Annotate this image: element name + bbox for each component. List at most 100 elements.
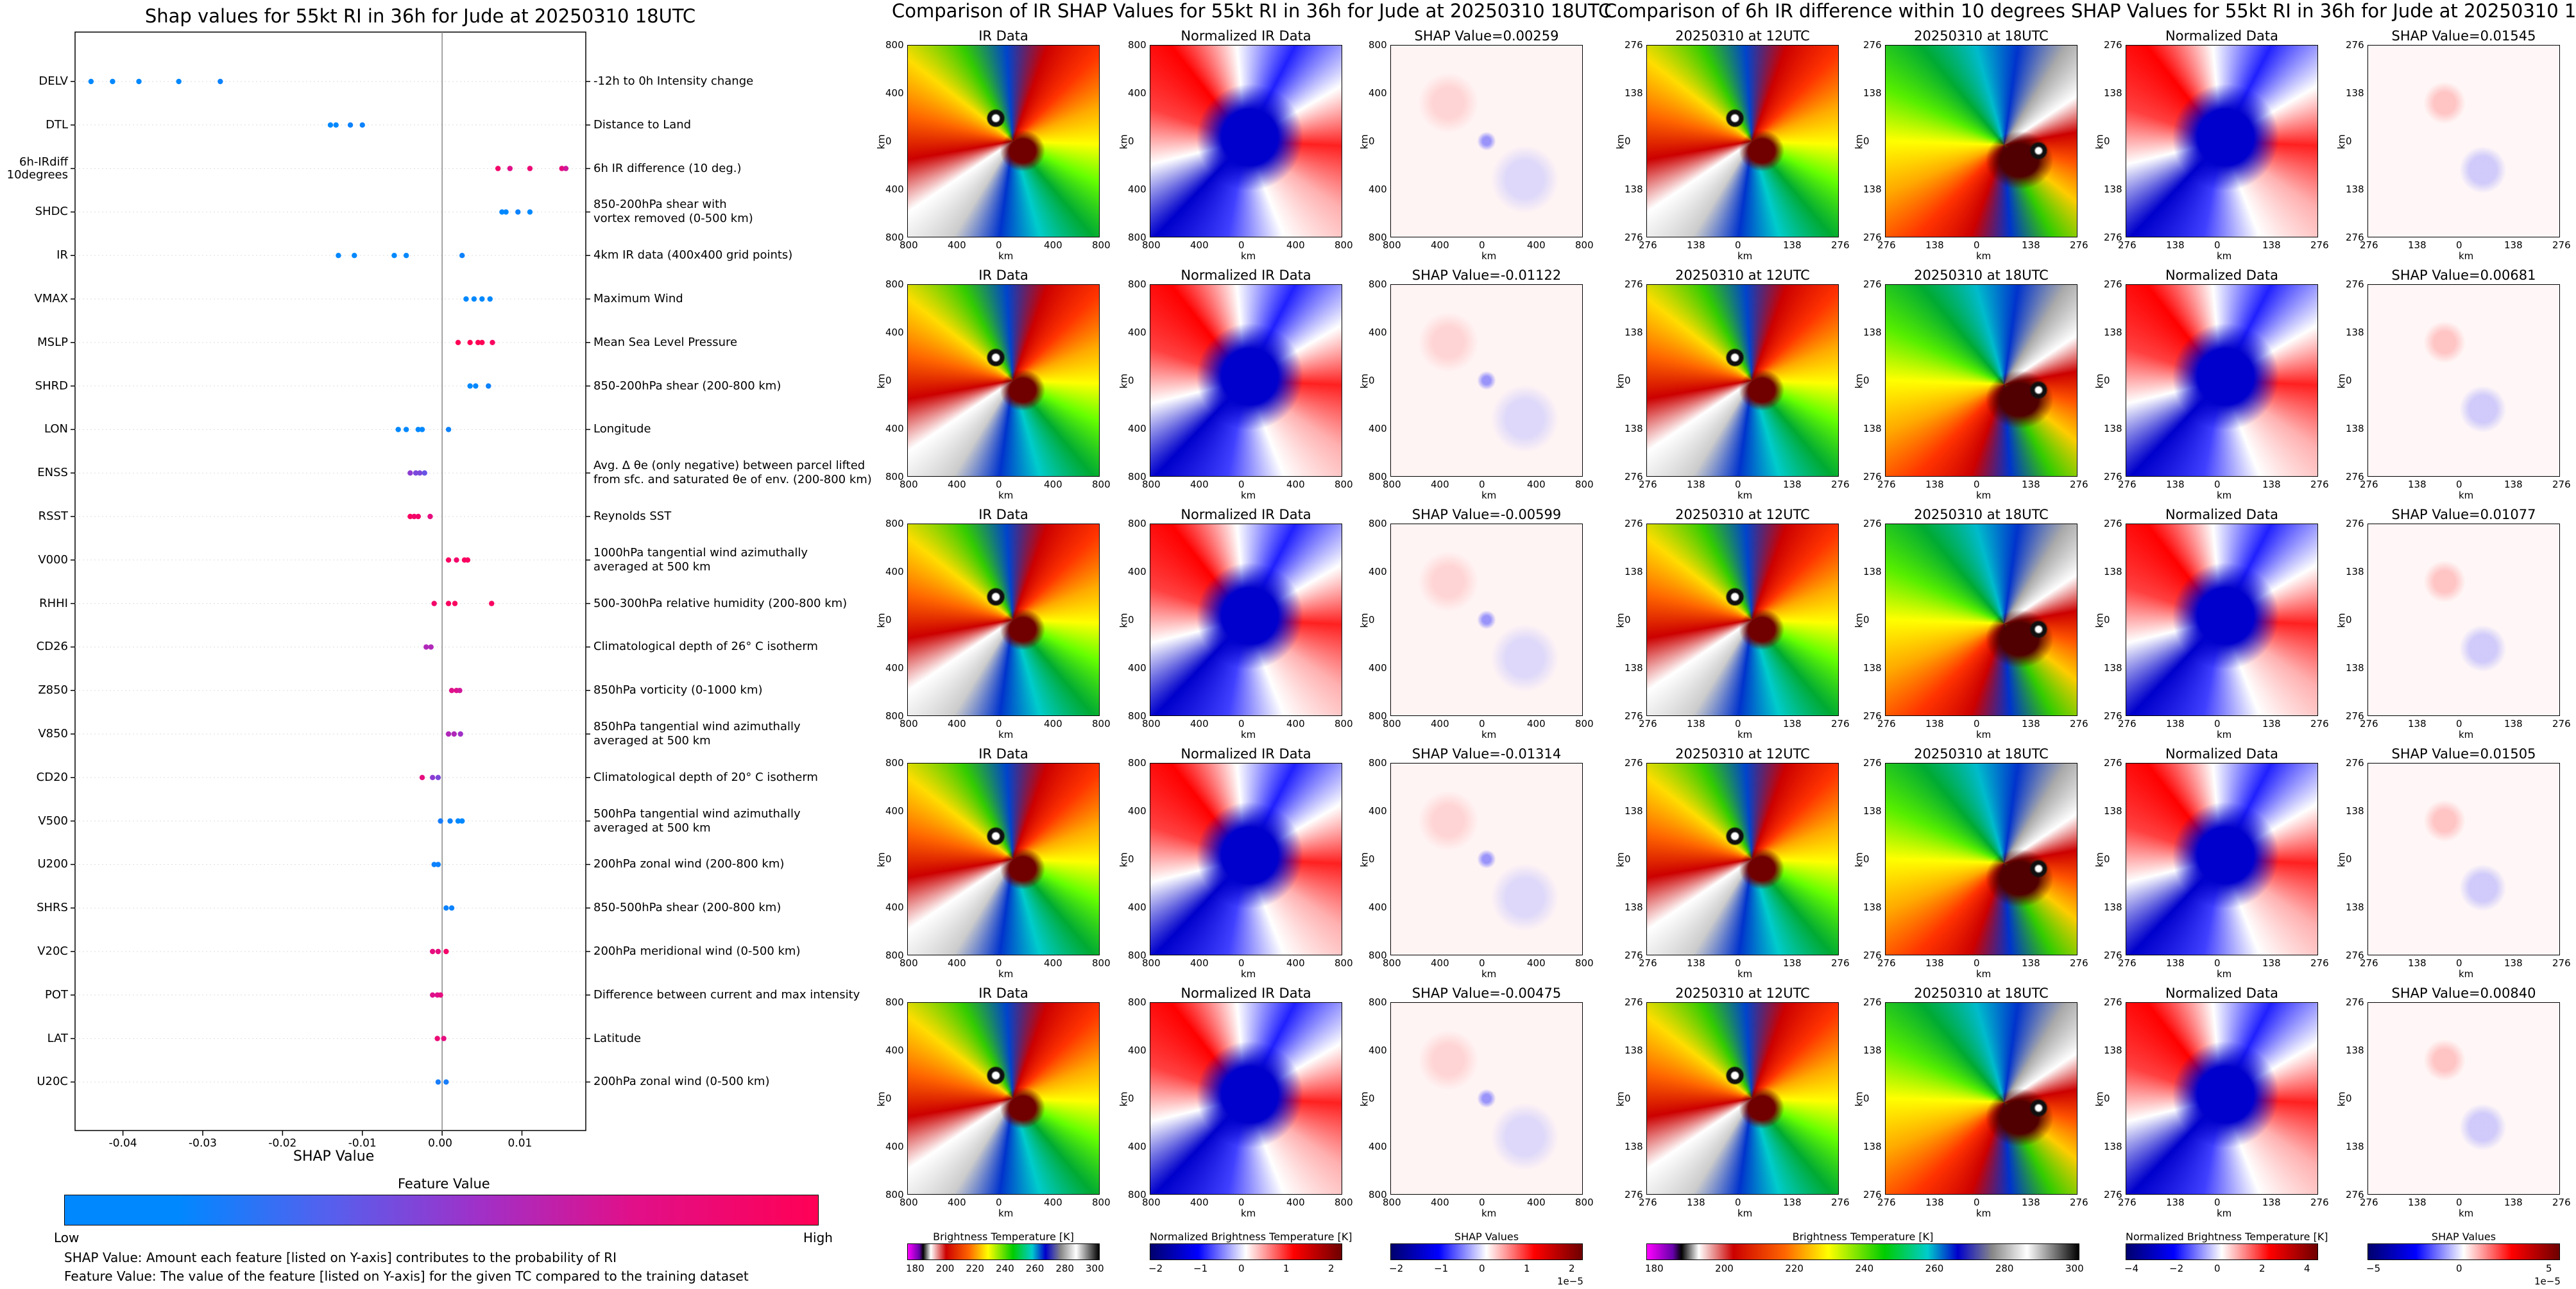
x-tick-label: -0.03 xyxy=(189,1137,217,1150)
y-tick-label: 276 xyxy=(1863,518,1882,529)
x-tick-label: 276 xyxy=(2310,957,2329,969)
x-tick-label: 400 xyxy=(1190,239,1209,251)
x-axis-label: km xyxy=(2217,490,2232,501)
x-tick-label: 400 xyxy=(1190,1197,1209,1208)
y-tick-label: 400 xyxy=(885,1141,904,1152)
feature-code: DTL xyxy=(46,117,68,132)
x-tick-label: 400 xyxy=(1044,718,1062,730)
feature-code: DELV xyxy=(38,74,68,88)
x-tick-label: 276 xyxy=(2552,479,2571,490)
y-tick-label: 276 xyxy=(2104,471,2122,482)
y-tick-label: 276 xyxy=(1863,710,1882,722)
y-tick-label: 0 xyxy=(1863,135,1870,147)
shap-diff-panel xyxy=(2367,763,2560,955)
y-tick-label: 138 xyxy=(1625,87,1643,99)
x-tick-label: 138 xyxy=(2408,1197,2427,1208)
x-tick-label: 276 xyxy=(2070,1197,2088,1208)
y-tick-label: 400 xyxy=(885,901,904,913)
colorbar-tick-label: 280 xyxy=(1055,1263,1074,1274)
colorbar-label: Normalized Brightness Temperature [K] xyxy=(1150,1231,1352,1243)
footnote-feature-value: Feature Value: The value of the feature … xyxy=(64,1268,749,1284)
y-tick-label: 800 xyxy=(1128,757,1147,769)
colorbar xyxy=(2367,1243,2560,1260)
x-tick-label: 800 xyxy=(1092,718,1111,730)
shap-value-title: SHAP Value=0.00840 xyxy=(2391,986,2536,1001)
y-tick-label: 276 xyxy=(1863,996,1882,1008)
y-tick-label: 0 xyxy=(1625,1093,1631,1104)
x-tick-label: 400 xyxy=(1431,718,1449,730)
right-title: Comparison of 6h IR difference within 10… xyxy=(1604,0,2576,22)
shap-point xyxy=(479,339,485,345)
feature-description: 200hPa zonal wind (200-800 km) xyxy=(593,857,785,871)
x-tick-label: 276 xyxy=(1639,239,1657,251)
colorbar-tick-label: 2 xyxy=(1569,1263,1575,1274)
colorbar-exponent: 1e−5 xyxy=(2534,1276,2561,1287)
y-tick-label: 400 xyxy=(1128,184,1147,195)
shap-point xyxy=(455,818,461,824)
y-tick-label: 138 xyxy=(2346,423,2364,434)
y-tick-label: 800 xyxy=(1128,950,1147,961)
y-tick-label: 138 xyxy=(1863,566,1882,577)
x-tick-label: 800 xyxy=(1335,718,1353,730)
panel-title: IR Data xyxy=(978,28,1028,44)
panel-title: 20250310 at 12UTC xyxy=(1675,268,1810,283)
x-tick-label: 276 xyxy=(1831,239,1850,251)
x-tick-label: 800 xyxy=(1383,479,1401,490)
shap-value-title: SHAP Value=-0.00475 xyxy=(1412,986,1562,1001)
x-axis-label: km xyxy=(1241,1208,1256,1219)
shap-point xyxy=(487,296,493,302)
x-axis-label: km xyxy=(2459,250,2474,262)
shap-value-title: SHAP Value=-0.01314 xyxy=(1412,746,1562,762)
x-tick-label: 0 xyxy=(2456,239,2462,251)
feature-description: 200hPa meridional wind (0-500 km) xyxy=(593,944,801,958)
x-tick-label: 0 xyxy=(1974,479,1980,490)
shap-point xyxy=(347,122,354,128)
x-tick-label: 0 xyxy=(2456,479,2462,490)
panel-title: 20250310 at 18UTC xyxy=(1914,507,2049,522)
y-tick-label: 800 xyxy=(1369,757,1387,769)
normalized-ir-panel xyxy=(1150,284,1342,477)
x-tick-label: 800 xyxy=(1383,1197,1401,1208)
colorbar-tick-label: 300 xyxy=(2065,1263,2084,1274)
ir-12utc-panel xyxy=(1646,524,1839,716)
y-axis-label: km xyxy=(1358,134,1370,149)
y-tick-label: 138 xyxy=(2104,662,2122,674)
x-tick-label: 276 xyxy=(2552,239,2571,251)
normalized-diff-panel xyxy=(2126,524,2318,716)
shap-point xyxy=(443,948,449,955)
x-tick-label: 800 xyxy=(900,479,918,490)
x-tick-label: 400 xyxy=(1190,957,1209,969)
y-tick-label: 138 xyxy=(2346,327,2364,338)
x-tick-label: 400 xyxy=(1527,1197,1546,1208)
x-tick-label: 276 xyxy=(2118,239,2137,251)
colorbar-tick-label: 180 xyxy=(906,1263,925,1274)
x-tick-label: 0 xyxy=(2456,1197,2462,1208)
y-tick-label: 800 xyxy=(1128,232,1147,243)
panel-title: 20250310 at 18UTC xyxy=(1914,28,2049,44)
left-title: Shap values for 55kt RI in 36h for Jude … xyxy=(144,5,696,27)
x-tick-label: 138 xyxy=(1783,239,1802,251)
feature-description: Maximum Wind xyxy=(593,292,683,305)
x-tick-label: 0 xyxy=(1479,239,1485,251)
x-tick-label: 0 xyxy=(996,479,1002,490)
x-tick-label: 276 xyxy=(2070,718,2088,730)
shap-point xyxy=(411,513,417,520)
y-tick-label: 400 xyxy=(885,184,904,195)
y-tick-label: 0 xyxy=(1128,614,1134,626)
feature-description: 200hPa zonal wind (0-500 km) xyxy=(593,1075,770,1089)
x-tick-label: 400 xyxy=(1044,1197,1062,1208)
x-tick-label: 276 xyxy=(1831,1197,1850,1208)
normalized-diff-panel xyxy=(2126,763,2318,955)
y-tick-label: 0 xyxy=(1625,375,1631,386)
colorbar-tick-label: 0 xyxy=(1479,1263,1485,1274)
feature-code: V20C xyxy=(37,944,68,958)
x-tick-label: 400 xyxy=(948,479,966,490)
x-tick-label: 0 xyxy=(2214,957,2221,969)
y-tick-label: 138 xyxy=(1625,1141,1643,1152)
colorbar-tick-label: −1 xyxy=(1193,1263,1208,1274)
colorbar-tick-label: 220 xyxy=(1785,1263,1804,1274)
x-tick-label: 276 xyxy=(2552,1197,2571,1208)
panel-title: 20250310 at 12UTC xyxy=(1675,507,1810,522)
shap-point xyxy=(352,253,357,259)
shap-point xyxy=(447,818,453,824)
